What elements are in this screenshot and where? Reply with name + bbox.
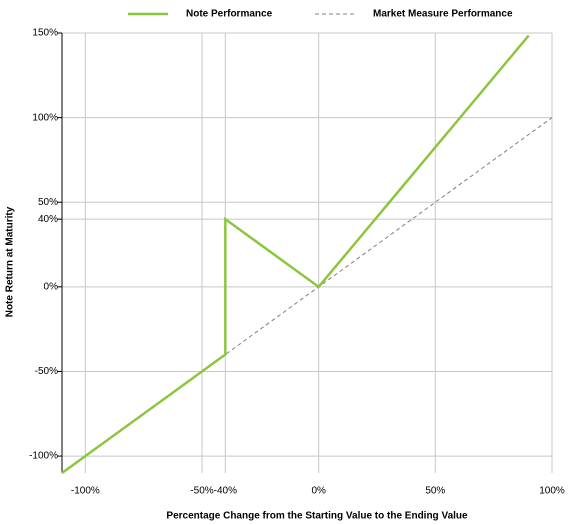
x-axis-label: Percentage Change from the Starting Valu… [166, 511, 468, 522]
x-tick-label: -100% [71, 486, 100, 497]
x-tick-label: -40% [214, 486, 237, 497]
x-tick-label: 100% [539, 486, 565, 497]
y-tick-label: -50% [35, 366, 58, 377]
x-tick-label: -50% [190, 486, 213, 497]
y-tick-label: 100% [32, 112, 58, 123]
x-tick-label: 0% [311, 486, 326, 497]
legend-label: Market Measure Performance [373, 9, 513, 20]
series-line [61, 34, 530, 475]
y-tick-label: 0% [44, 281, 59, 292]
y-tick-label: 40% [38, 214, 58, 225]
y-tick-label: 50% [38, 197, 58, 208]
x-tick-label: 50% [425, 486, 445, 497]
y-tick-label: 150% [32, 28, 58, 39]
y-axis-label: Note Return at Maturity [5, 206, 16, 317]
y-tick-label: -100% [29, 451, 58, 462]
legend-label: Note Performance [186, 9, 273, 20]
